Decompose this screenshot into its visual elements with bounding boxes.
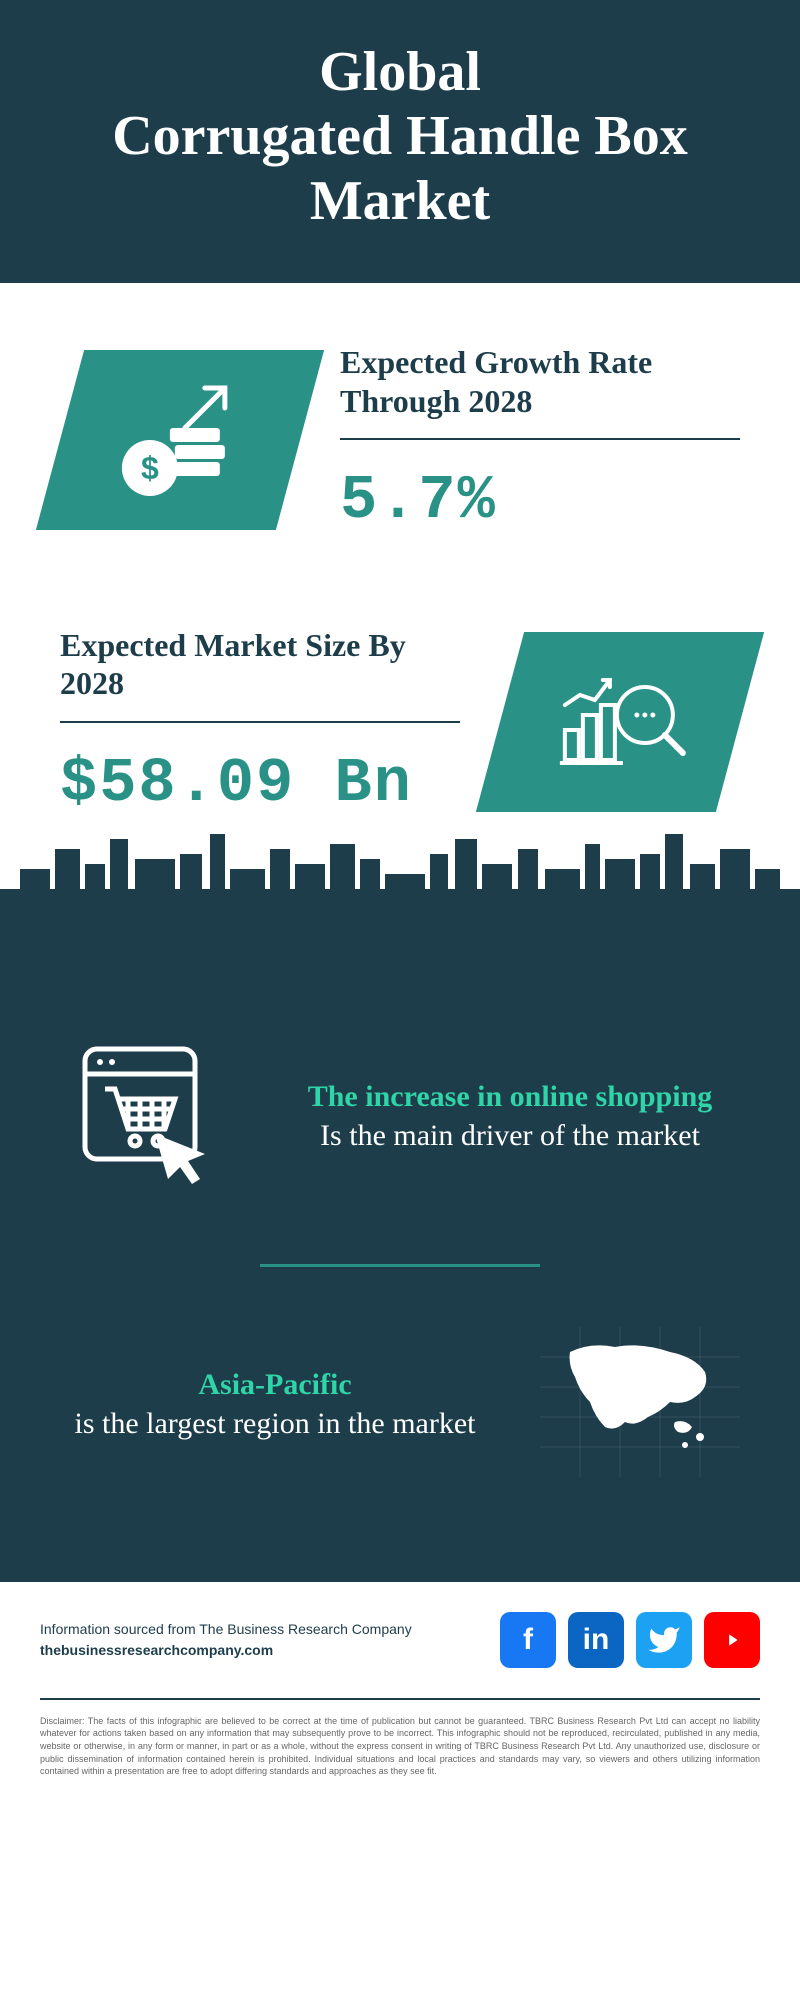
title-line-3: Market	[310, 170, 490, 232]
growth-text-block: Expected Growth Rate Through 2028 5.7%	[340, 343, 740, 536]
asia-map-icon	[540, 1327, 740, 1482]
linkedin-icon[interactable]: in	[568, 1612, 624, 1668]
source-line-2: thebusinessresearchcompany.com	[40, 1640, 412, 1661]
region-block: Asia-Pacific is the largest region in th…	[60, 1327, 740, 1522]
dark-info-section: The increase in online shopping Is the m…	[0, 1009, 800, 1582]
footer-divider	[40, 1698, 760, 1700]
driver-highlight: The increase in online shopping	[308, 1080, 713, 1113]
twitter-icon[interactable]	[636, 1612, 692, 1668]
growth-icon-panel: $	[36, 350, 324, 530]
growth-money-icon: $	[110, 372, 250, 507]
svg-text:$: $	[141, 449, 159, 485]
growth-value: 5.7%	[340, 465, 740, 536]
analytics-icon-panel	[476, 632, 764, 812]
source-attribution: Information sourced from The Business Re…	[40, 1619, 412, 1661]
market-size-value: $58.09 Bn	[60, 748, 460, 819]
cart-click-icon	[60, 1029, 230, 1204]
title-line-1: Global	[319, 41, 481, 103]
page-title: Global Corrugated Handle Box Market	[20, 40, 780, 233]
social-icons-row: f in	[500, 1612, 760, 1668]
region-text: Asia-Pacific is the largest region in th…	[60, 1365, 490, 1443]
region-body: is the largest region in the market	[74, 1407, 475, 1440]
header-banner: Global Corrugated Handle Box Market	[0, 0, 800, 283]
divider	[340, 438, 740, 440]
disclaimer-text: Disclaimer: The facts of this infographi…	[40, 1715, 760, 1778]
driver-body: Is the main driver of the market	[320, 1119, 700, 1152]
facebook-icon[interactable]: f	[500, 1612, 556, 1668]
section-divider	[260, 1264, 540, 1267]
footer: Information sourced from The Business Re…	[0, 1582, 800, 1798]
market-driver-block: The increase in online shopping Is the m…	[60, 1009, 740, 1254]
growth-rate-section: $ Expected Growth Rate Through 2028 5.7%	[0, 283, 800, 566]
youtube-icon[interactable]	[704, 1612, 760, 1668]
skyline-graphic	[0, 889, 800, 1009]
driver-text: The increase in online shopping Is the m…	[280, 1077, 740, 1155]
footer-top-row: Information sourced from The Business Re…	[40, 1612, 760, 1688]
divider	[60, 721, 460, 723]
title-line-2: Corrugated Handle Box	[112, 105, 688, 167]
analytics-icon	[545, 655, 695, 790]
growth-label: Expected Growth Rate Through 2028	[340, 343, 740, 420]
region-highlight: Asia-Pacific	[198, 1368, 351, 1401]
market-size-section: Expected Market Size By 2028 $58.09 Bn	[0, 566, 800, 849]
market-size-label: Expected Market Size By 2028	[60, 626, 460, 703]
market-size-text-block: Expected Market Size By 2028 $58.09 Bn	[60, 626, 460, 819]
source-line-1: Information sourced from The Business Re…	[40, 1619, 412, 1640]
